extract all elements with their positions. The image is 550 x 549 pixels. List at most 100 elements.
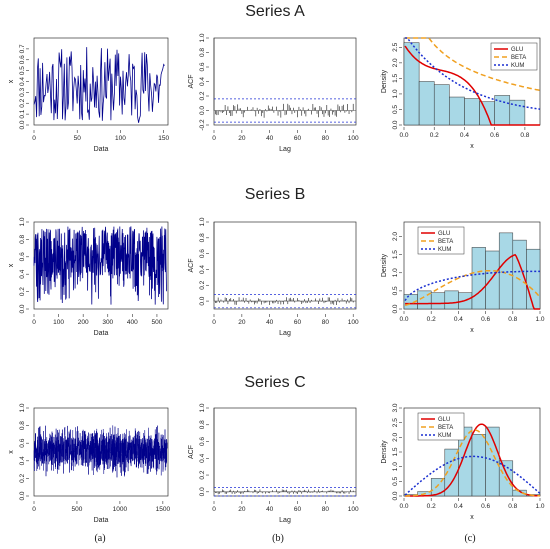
series-a-acf-ylabel: ACF [188,75,195,89]
series-a-hist-ylabel: Density [381,69,388,93]
series-c-hist-ytick-label: 1.0 [392,462,399,471]
series-a-acf-ytick-label: 0.2 [199,91,206,100]
series-a-hist-xtick-label: 0.2 [430,132,439,139]
series-a-timeplot-ytick-label: 0.6 [19,55,26,64]
series-b-acf-xtick-label: 20 [238,319,246,326]
series-b-timeplot-xtick-label: 500 [152,319,163,326]
series-a-acf-ytick-label: 0.6 [199,62,206,71]
series-c-hist-xtick-label: 0.8 [508,503,517,510]
series-a-acf-ytick-label: 0.4 [199,77,206,86]
series-a-hist-ytick-label: 1.0 [392,89,399,98]
series-c-hist-hist-bar [512,489,527,497]
series-b-hist-hist-bar [444,290,459,310]
series-a-hist-hist-bar [433,84,450,126]
series-c-acf-ylabel: ACF [188,445,195,459]
series-b-timeplot-ytick-label: 0.0 [19,304,26,313]
series-c-acf-xlabel: Lag [279,517,291,524]
series-b-hist-hist-bar [512,239,527,310]
series-c-timeplot-ytick-label: 0.2 [19,474,26,483]
series-a-acf-xtick-label: 20 [238,135,246,142]
series-b-hist-xtick-label: 0.6 [481,316,490,323]
series-c-hist-xtick-label: 0.2 [427,503,436,510]
series-b-hist-curve-beta [404,269,541,306]
series-b-acf-ytick-label: 0.8 [199,233,206,242]
series-c-hist-xtick-label: 1.0 [535,503,544,510]
series-b-timeplot-xlabel: Data [94,330,109,337]
series-a-acf-ytick-label: 0.0 [199,106,206,115]
series-c-timeplot-ylabel: x [8,450,15,454]
series-b-timeplot-ytick-label: 0.6 [19,252,26,261]
series-b-hist-ylabel: Density [381,253,388,277]
series-c-acf-xtick-label: 0 [212,506,216,513]
series-c-hist-xtick-label: 0.4 [454,503,463,510]
series-c-acf-xtick-label: 20 [238,506,246,513]
series-b-acf-xtick-label: 40 [266,319,274,326]
series-b-hist-xtick-label: 1.0 [535,316,544,323]
series-a-acf-ytick-label: -0.2 [199,119,206,131]
series-c-hist-ytick-label: 2.0 [392,432,399,441]
series-b-hist-legend-label: BETA [438,239,453,245]
series-a-timeplot-ylabel: x [8,79,15,83]
series-a-timeplot-xtick-label: 0 [32,135,36,142]
series-b-acf-ylabel: ACF [188,259,195,273]
series-b-acf-ytick-label: 0.6 [199,249,206,258]
series-a-hist-ytick-label: 1.5 [392,73,399,82]
series-c-timeplot-ytick-label: 0.8 [19,421,26,430]
series-b-timeplot-xtick-label: 400 [127,319,138,326]
caption-b: (b) [272,533,284,544]
series-c-timeplot-series-line [33,425,168,478]
series-c-hist-ytick-label: 1.5 [392,447,399,456]
series-b-acf-ytick-label: 1.0 [199,217,206,226]
series-b-hist-xtick-label: 0.2 [427,316,436,323]
series-c-timeplot-xtick-label: 0 [32,506,36,513]
series-b-title: Series B [244,186,306,203]
series-c-hist-legend-label: GLU [438,417,450,423]
series-c-timeplot-ytick-label: 0.6 [19,438,26,447]
series-b-hist-curve-glu [405,253,540,310]
series-a-hist-curve-kum [405,37,541,110]
series-b-timeplot-ylabel: x [8,263,15,267]
series-a-hist-xtick-label: 0.8 [520,132,529,139]
series-a-acf-xtick-label: 80 [322,135,330,142]
series-b-hist-legend-label: KUM [438,247,451,253]
series-c-hist-curve-beta [405,429,541,497]
series-c-timeplot-xtick-label: 1000 [113,506,128,513]
caption-a: (a) [94,533,106,544]
series-b-hist-hist-bar [526,248,541,310]
series-b-acf-xtick-label: 100 [348,319,359,326]
series-a-timeplot-ytick-label: 0.5 [19,66,26,75]
series-c-hist-curve-kum [404,455,541,496]
series-a-acf-xtick-label: 0 [212,135,216,142]
series-a-hist-legend-label: GLU [511,47,523,53]
series-c-hist-legend-label: BETA [438,425,453,431]
series-a-timeplot-series-line [33,47,165,123]
series-b-acf-xlabel: Lag [279,330,291,337]
series-b-timeplot-xtick-label: 0 [32,319,36,326]
series-b-timeplot-ytick-label: 0.8 [19,235,26,244]
series-a-hist-ytick-label: 0.5 [392,105,399,114]
series-c-acf-ytick-label: 0.8 [199,420,206,429]
series-b-timeplot-ytick-label: 0.2 [19,287,26,296]
series-a-hist-xlabel: x [470,143,474,150]
series-b-hist-ytick-label: 1.0 [392,268,399,277]
series-a-hist-xtick-label: 0.6 [490,132,499,139]
series-c-acf-ytick-label: 0.6 [199,437,206,446]
series-c-title: Series C [244,374,306,391]
series-a-acf-ytick-label: 1.0 [199,33,206,42]
series-b-acf-plot-frame [213,221,357,310]
series-c-timeplot-xlabel: Data [94,517,109,524]
series-a-timeplot-plot-frame [33,37,169,126]
series-b-timeplot-xtick-label: 100 [53,319,64,326]
series-b-hist-hist-bar [430,292,446,310]
series-c-acf-plot-frame [213,407,357,497]
series-a-acf-ytick-label: 0.8 [199,48,206,57]
series-c-acf-ytick-label: 0.4 [199,453,206,462]
series-b-hist-hist-bar [471,247,486,310]
series-c-acf-ytick-label: 1.0 [199,403,206,412]
series-c-hist-xtick-label: 0.0 [399,503,408,510]
series-a-timeplot-xtick-label: 100 [115,135,126,142]
series-a-timeplot-ytick-label: 0.7 [19,44,26,53]
series-a-acf-xtick-label: 40 [266,135,274,142]
series-a-hist-xtick-label: 0.0 [399,132,408,139]
